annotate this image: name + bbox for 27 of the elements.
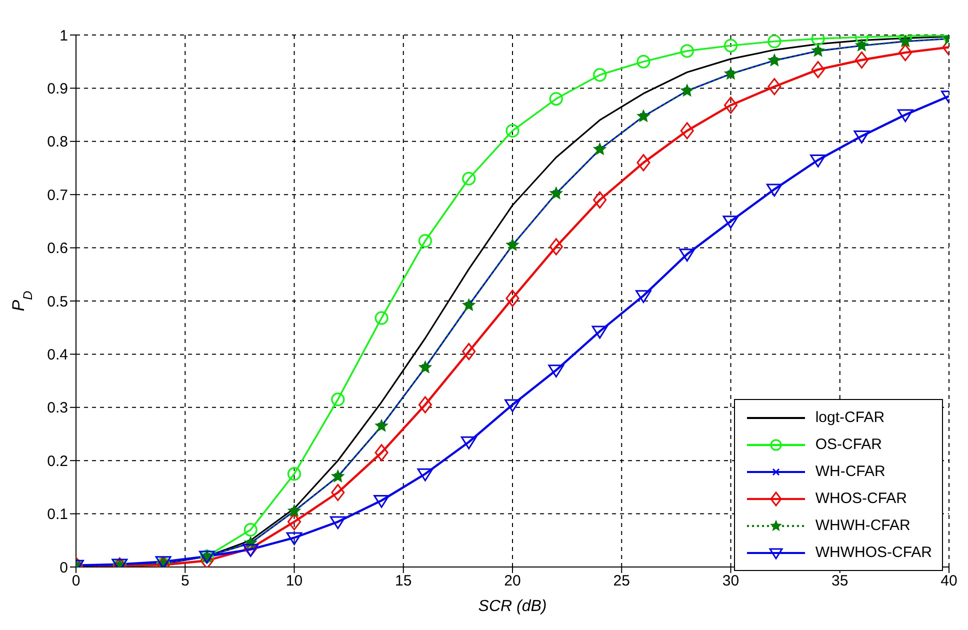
x-tick-label: 20 xyxy=(504,572,521,590)
x-axis-title: SCR (dB) xyxy=(478,598,547,615)
legend-label: WHOS-CFAR xyxy=(815,490,908,507)
x-tick-label: 35 xyxy=(832,572,848,590)
legend-label: OS-CFAR xyxy=(815,436,882,453)
y-tick-label: 0.7 xyxy=(47,186,68,204)
legend-label: logt-CFAR xyxy=(815,409,885,426)
y-tick-label: 0 xyxy=(60,559,68,576)
y-tick-label: 0.4 xyxy=(47,346,68,364)
y-tick-label: 0.5 xyxy=(47,293,68,310)
y-tick-label: 0.9 xyxy=(47,80,68,98)
y-tick-label: 0.3 xyxy=(47,400,68,417)
x-tick-label: 15 xyxy=(395,572,412,590)
y-tick-label: 1 xyxy=(60,27,68,44)
x-tick-label: 10 xyxy=(286,572,303,590)
x-tick-label: 25 xyxy=(613,572,630,590)
y-tick-label: 0.2 xyxy=(47,452,68,470)
x-tick-label: 0 xyxy=(72,572,80,590)
legend-label: WHWH-CFAR xyxy=(815,517,910,534)
x-tick-label: 5 xyxy=(180,572,190,590)
y-tick-label: 0.8 xyxy=(47,134,68,151)
y-tick-label: 0.6 xyxy=(47,240,68,258)
legend-label: WHWHOS-CFAR xyxy=(815,544,932,561)
legend-label: WH-CFAR xyxy=(815,463,886,480)
y-tick-label: 0.1 xyxy=(47,506,68,524)
x-tick-label: 40 xyxy=(940,572,958,590)
x-tick-label: 30 xyxy=(722,572,740,590)
